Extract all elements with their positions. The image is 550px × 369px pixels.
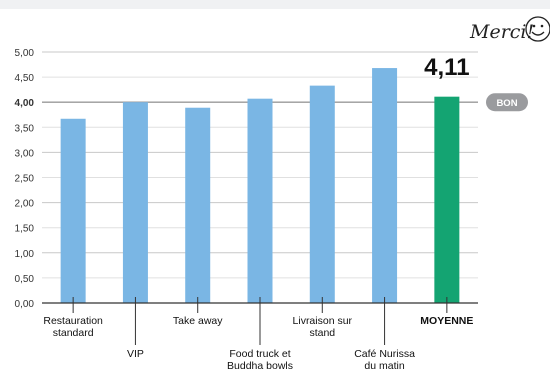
y-tick-label: 2,00 [15, 199, 35, 210]
category-label-line: Livraison sur [293, 315, 353, 327]
bar [185, 107, 211, 303]
category-label-line: Take away [173, 315, 223, 327]
category-label-line: VIP [127, 348, 144, 360]
category-label: VIP [127, 348, 144, 360]
y-tick-label: 4,00 [15, 98, 35, 109]
merci-note: Merci! [470, 21, 535, 43]
smiley-part [532, 24, 536, 28]
bar [122, 102, 148, 303]
category-label-line: stand [309, 327, 335, 339]
average-value-label: 4,11 [424, 54, 469, 81]
bar [309, 85, 335, 303]
category-label: Food truck et Buddha bowls [227, 348, 293, 369]
category-label: MOYENNE [420, 315, 473, 327]
category-label-line: Café Nurissa [354, 348, 415, 360]
category-label: Café Nurissa du matin [354, 348, 415, 369]
category-label-line: standard [53, 327, 94, 339]
category-label-line: Food truck et [229, 348, 290, 360]
smiley-part [525, 16, 550, 42]
bar [372, 68, 398, 303]
y-tick-label: 1,50 [15, 224, 35, 235]
category-label-line: Buddha bowls [227, 360, 293, 369]
y-tick-label: 3,50 [15, 123, 35, 134]
smiley-part [540, 24, 544, 28]
category-label: Livraison sur stand [293, 315, 353, 339]
smiley-face-icon [525, 16, 550, 42]
rating-badge-label: BON [496, 98, 517, 109]
category-label-line: MOYENNE [420, 315, 473, 327]
bar-chart: 0,00 0,50 1,00 1,50 2,00 2,50 3,00 3,50 4,00 4,50… [15, 16, 550, 369]
category-label-line: Restauration [43, 315, 103, 327]
smiley-part [531, 31, 545, 36]
bar [247, 98, 273, 303]
bar [60, 118, 86, 304]
y-tick-label: 3,00 [15, 148, 35, 159]
y-tick-label: 0,50 [15, 274, 35, 285]
y-tick-label: 2,50 [15, 174, 35, 185]
category-label-line: du matin [364, 360, 404, 369]
chart-panel: 0,00 0,50 1,00 1,50 2,00 2,50 3,00 3,50 4,00 4,50… [0, 9, 550, 369]
category-label: Take away [173, 315, 223, 327]
y-tick-label: 5,00 [15, 48, 35, 59]
y-tick-label: 1,00 [15, 249, 35, 260]
rating-badge [486, 93, 528, 112]
y-tick-label: 4,50 [15, 73, 35, 84]
category-label: Restauration standard [43, 315, 103, 339]
y-tick-label: 0,00 [15, 299, 35, 310]
average-bar [434, 96, 460, 303]
